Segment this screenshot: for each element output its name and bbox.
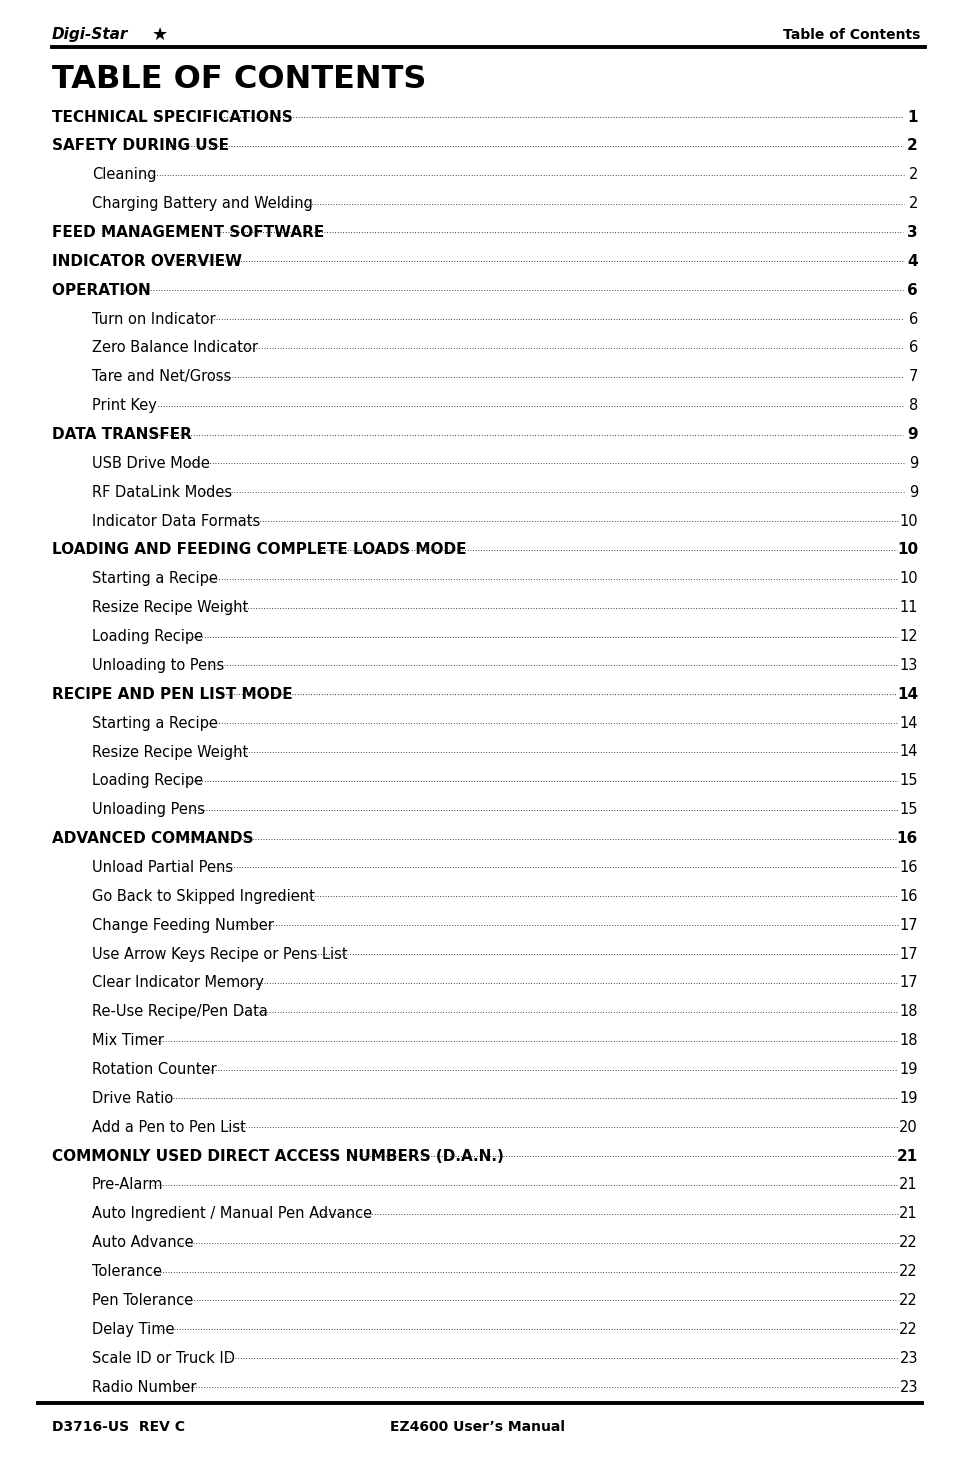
Text: 17: 17 xyxy=(899,947,917,962)
Text: 16: 16 xyxy=(899,889,917,904)
Text: 2: 2 xyxy=(907,167,917,183)
Text: COMMONLY USED DIRECT ACCESS NUMBERS (D.A.N.): COMMONLY USED DIRECT ACCESS NUMBERS (D.A… xyxy=(52,1149,509,1164)
Text: Resize Recipe Weight: Resize Recipe Weight xyxy=(91,745,253,760)
Text: Scale ID or Truck ID: Scale ID or Truck ID xyxy=(91,1351,239,1366)
Text: Loading Recipe: Loading Recipe xyxy=(91,628,203,645)
Text: Re-Use Recipe/Pen Data: Re-Use Recipe/Pen Data xyxy=(91,1004,273,1019)
Text: Digi-Star: Digi-Star xyxy=(52,28,129,43)
Text: RF DataLink Modes: RF DataLink Modes xyxy=(91,485,232,500)
Text: 22: 22 xyxy=(899,1322,917,1336)
Text: Auto Advance: Auto Advance xyxy=(91,1235,198,1251)
Text: 9: 9 xyxy=(906,426,917,442)
Text: 2: 2 xyxy=(906,139,917,153)
Text: 21: 21 xyxy=(899,1207,917,1221)
Text: Cleaning: Cleaning xyxy=(91,167,156,183)
Text: 14: 14 xyxy=(899,715,917,730)
Text: 2: 2 xyxy=(907,196,917,211)
Text: SAFETY DURING USE: SAFETY DURING USE xyxy=(52,139,229,153)
Text: 18: 18 xyxy=(899,1004,917,1019)
Text: Drive Ratio: Drive Ratio xyxy=(91,1092,173,1106)
Text: Tare and Net/Gross: Tare and Net/Gross xyxy=(91,369,231,385)
Text: 22: 22 xyxy=(899,1294,917,1308)
Text: 4: 4 xyxy=(906,254,917,268)
Text: Go Back to Skipped Ingredient: Go Back to Skipped Ingredient xyxy=(91,889,314,904)
Text: Auto Ingredient / Manual Pen Advance: Auto Ingredient / Manual Pen Advance xyxy=(91,1207,372,1221)
Text: Rotation Counter: Rotation Counter xyxy=(91,1062,221,1077)
Text: 21: 21 xyxy=(896,1149,917,1164)
Text: 17: 17 xyxy=(899,917,917,932)
Text: LOADING AND FEEDING COMPLETE LOADS MODE: LOADING AND FEEDING COMPLETE LOADS MODE xyxy=(52,543,471,558)
Text: 1: 1 xyxy=(906,109,917,124)
Text: Charging Battery and Welding: Charging Battery and Welding xyxy=(91,196,317,211)
Text: RECIPE AND PEN LIST MODE: RECIPE AND PEN LIST MODE xyxy=(52,687,297,702)
Text: 19: 19 xyxy=(899,1092,917,1106)
Text: USB Drive Mode: USB Drive Mode xyxy=(91,456,210,471)
Text: 20: 20 xyxy=(899,1120,917,1134)
Text: Tolerance: Tolerance xyxy=(91,1264,162,1279)
Text: Zero Balance Indicator: Zero Balance Indicator xyxy=(91,341,262,355)
Text: 15: 15 xyxy=(899,802,917,817)
Text: 21: 21 xyxy=(899,1177,917,1192)
Text: Mix Timer: Mix Timer xyxy=(91,1032,164,1049)
Text: Turn on Indicator: Turn on Indicator xyxy=(91,311,220,326)
Text: 16: 16 xyxy=(899,860,917,875)
Text: Pen Tolerance: Pen Tolerance xyxy=(91,1294,197,1308)
Text: Change Feeding Number: Change Feeding Number xyxy=(91,917,278,932)
Text: 13: 13 xyxy=(899,658,917,673)
Text: Unloading Pens: Unloading Pens xyxy=(91,802,210,817)
Text: 15: 15 xyxy=(899,773,917,788)
Text: Starting a Recipe: Starting a Recipe xyxy=(91,571,222,587)
Text: 19: 19 xyxy=(899,1062,917,1077)
Text: 10: 10 xyxy=(899,513,917,528)
Text: 22: 22 xyxy=(899,1235,917,1251)
Text: FEED MANAGEMENT SOFTWARE: FEED MANAGEMENT SOFTWARE xyxy=(52,226,329,240)
Text: 10: 10 xyxy=(896,543,917,558)
Text: Radio Number: Radio Number xyxy=(91,1379,201,1394)
Text: Unloading to Pens: Unloading to Pens xyxy=(91,658,229,673)
Text: Loading Recipe: Loading Recipe xyxy=(91,773,203,788)
Text: 12: 12 xyxy=(899,628,917,645)
Text: 6: 6 xyxy=(908,311,917,326)
Text: Pre-Alarm: Pre-Alarm xyxy=(91,1177,163,1192)
Text: Indicator Data Formats: Indicator Data Formats xyxy=(91,513,260,528)
Text: Use Arrow Keys Recipe or Pens List: Use Arrow Keys Recipe or Pens List xyxy=(91,947,352,962)
Text: 6: 6 xyxy=(908,341,917,355)
Text: 8: 8 xyxy=(908,398,917,413)
Text: Add a Pen to Pen List: Add a Pen to Pen List xyxy=(91,1120,246,1134)
Text: Starting a Recipe: Starting a Recipe xyxy=(91,715,222,730)
Text: 7: 7 xyxy=(907,369,917,385)
Text: EZ4600 User’s Manual: EZ4600 User’s Manual xyxy=(390,1420,564,1434)
Text: ADVANCED COMMANDS: ADVANCED COMMANDS xyxy=(52,830,253,847)
Text: ★: ★ xyxy=(152,27,168,44)
Text: Table of Contents: Table of Contents xyxy=(781,28,919,41)
Text: OPERATION: OPERATION xyxy=(52,283,156,298)
Text: Print Key: Print Key xyxy=(91,398,161,413)
Text: 10: 10 xyxy=(899,571,917,587)
Text: 23: 23 xyxy=(899,1351,917,1366)
Text: Clear Indicator Memory: Clear Indicator Memory xyxy=(91,975,268,990)
Text: TABLE OF CONTENTS: TABLE OF CONTENTS xyxy=(52,65,426,96)
Text: 23: 23 xyxy=(899,1379,917,1394)
Text: 6: 6 xyxy=(906,283,917,298)
Text: INDICATOR OVERVIEW: INDICATOR OVERVIEW xyxy=(52,254,242,268)
Text: 9: 9 xyxy=(908,456,917,471)
Text: 11: 11 xyxy=(899,600,917,615)
Text: 14: 14 xyxy=(899,745,917,760)
Text: 16: 16 xyxy=(896,830,917,847)
Text: 22: 22 xyxy=(899,1264,917,1279)
Text: DATA TRANSFER: DATA TRANSFER xyxy=(52,426,197,442)
Text: 3: 3 xyxy=(906,226,917,240)
Text: Resize Recipe Weight: Resize Recipe Weight xyxy=(91,600,248,615)
Text: 9: 9 xyxy=(908,485,917,500)
Text: Delay Time: Delay Time xyxy=(91,1322,174,1336)
Text: 17: 17 xyxy=(899,975,917,990)
Text: TECHNICAL SPECIFICATIONS: TECHNICAL SPECIFICATIONS xyxy=(52,109,293,124)
Text: 18: 18 xyxy=(899,1032,917,1049)
Text: 14: 14 xyxy=(896,687,917,702)
Text: D3716-US  REV C: D3716-US REV C xyxy=(52,1420,185,1434)
Text: Unload Partial Pens: Unload Partial Pens xyxy=(91,860,233,875)
